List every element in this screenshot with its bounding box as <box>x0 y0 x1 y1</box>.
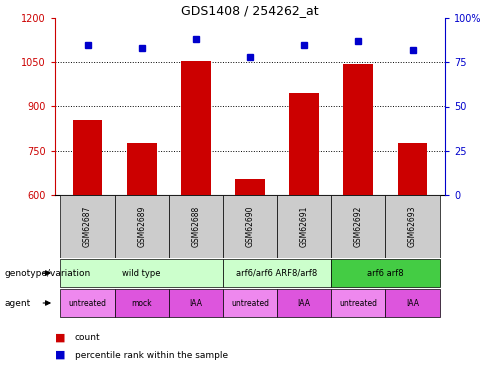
Text: arf6/arf6 ARF8/arf8: arf6/arf6 ARF8/arf8 <box>237 268 318 278</box>
Text: genotype/variation: genotype/variation <box>5 268 91 278</box>
Text: arf6 arf8: arf6 arf8 <box>367 268 404 278</box>
Text: wild type: wild type <box>122 268 161 278</box>
Text: IAA: IAA <box>189 298 203 307</box>
Text: count: count <box>75 333 100 342</box>
Bar <box>223 259 331 287</box>
Text: ■: ■ <box>55 333 69 343</box>
Bar <box>61 289 115 317</box>
Bar <box>289 93 319 195</box>
Bar <box>331 259 440 287</box>
Text: GSM62693: GSM62693 <box>408 206 417 247</box>
Text: GSM62688: GSM62688 <box>191 206 201 247</box>
Text: untreated: untreated <box>231 298 269 307</box>
Bar <box>331 289 386 317</box>
Bar <box>331 195 386 258</box>
Text: percentile rank within the sample: percentile rank within the sample <box>75 351 227 360</box>
Bar <box>181 61 211 195</box>
Text: GSM62691: GSM62691 <box>300 206 309 247</box>
Text: GSM62690: GSM62690 <box>245 206 255 247</box>
Text: GSM62692: GSM62692 <box>354 206 363 247</box>
Text: GSM62689: GSM62689 <box>137 206 146 247</box>
Bar <box>115 289 169 317</box>
Bar <box>169 195 223 258</box>
Bar <box>398 143 427 195</box>
Bar <box>277 195 331 258</box>
Bar <box>235 179 265 195</box>
Text: ■: ■ <box>55 350 69 360</box>
Bar <box>277 289 331 317</box>
Bar <box>115 195 169 258</box>
Title: GDS1408 / 254262_at: GDS1408 / 254262_at <box>181 4 319 17</box>
Text: untreated: untreated <box>68 298 106 307</box>
Text: GSM62687: GSM62687 <box>83 206 92 247</box>
Bar <box>127 143 157 195</box>
Bar <box>223 289 277 317</box>
Bar <box>223 195 277 258</box>
Bar <box>61 259 223 287</box>
Text: agent: agent <box>5 298 31 307</box>
Bar <box>344 64 373 195</box>
Text: IAA: IAA <box>406 298 419 307</box>
Text: IAA: IAA <box>298 298 311 307</box>
Bar <box>73 120 102 195</box>
Text: untreated: untreated <box>339 298 377 307</box>
Bar <box>386 289 440 317</box>
Bar <box>386 195 440 258</box>
Bar <box>169 289 223 317</box>
Text: mock: mock <box>131 298 152 307</box>
Bar <box>61 195 115 258</box>
